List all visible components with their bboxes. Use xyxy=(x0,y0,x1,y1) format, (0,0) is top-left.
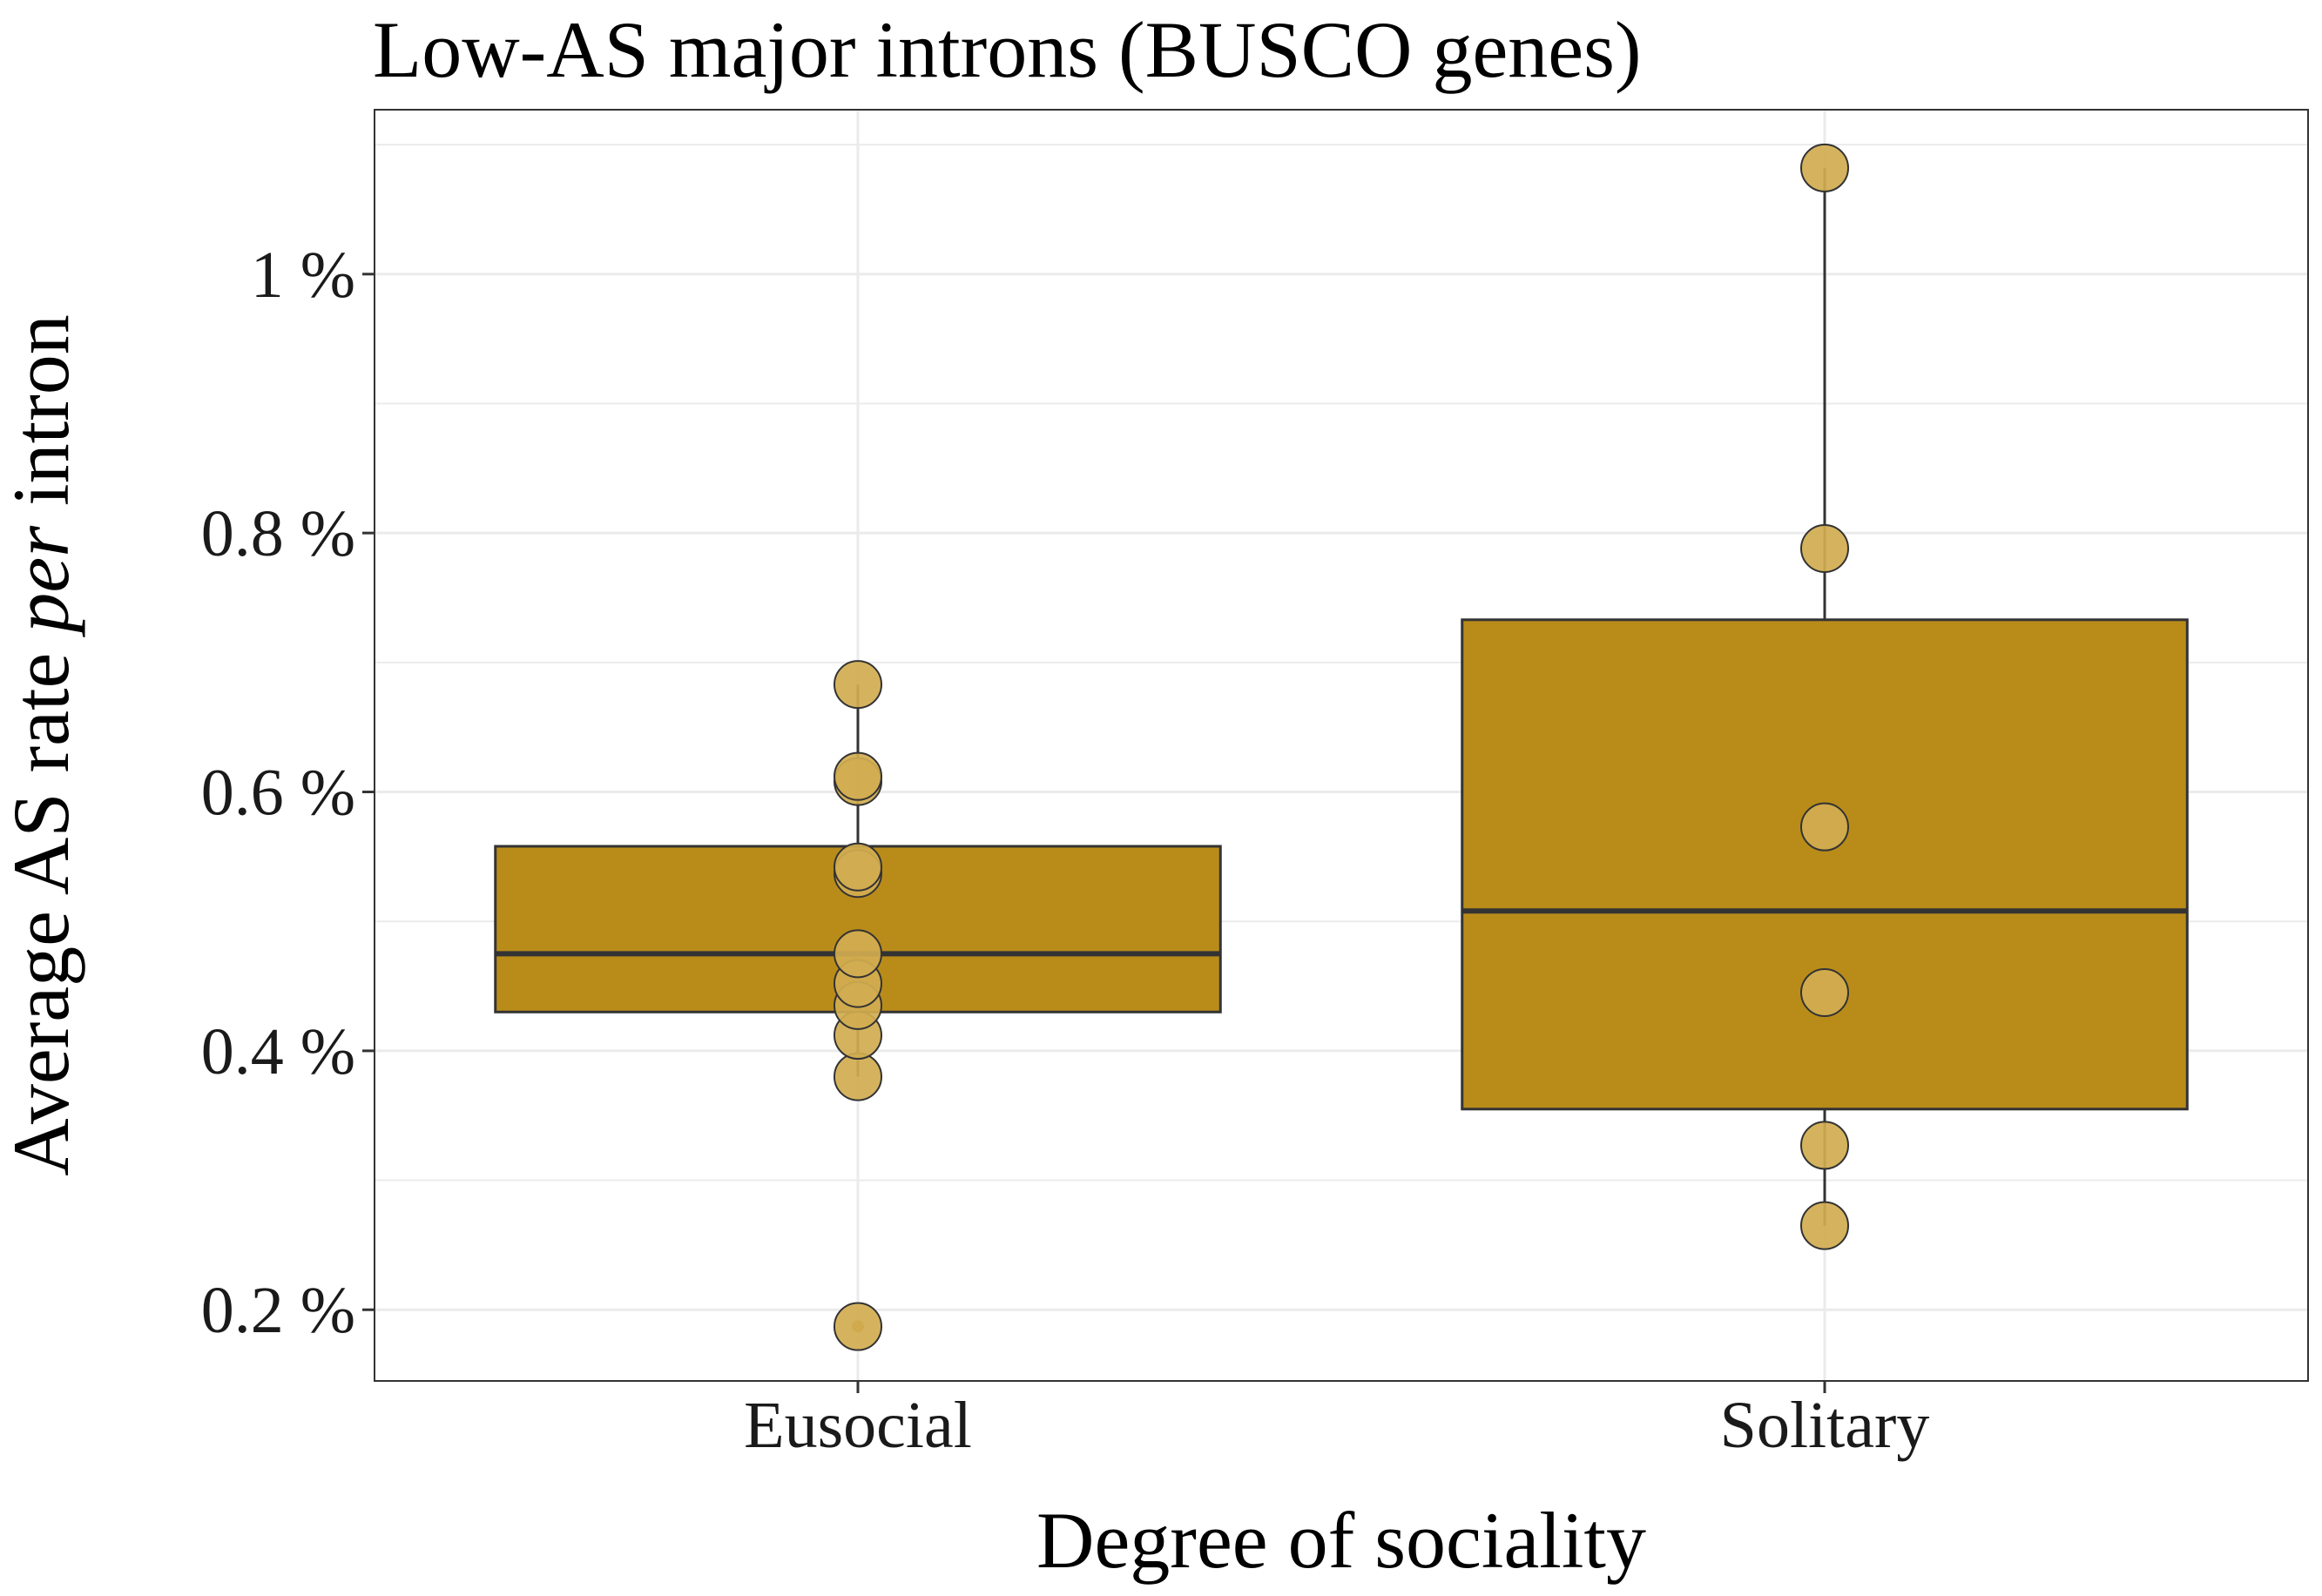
data-point-solitary xyxy=(1800,1201,1849,1250)
y-tick-label: 1 % xyxy=(251,239,355,312)
y-axis-title-part-1: Average AS rate xyxy=(0,633,85,1176)
y-axis-ticks: 0.2 % 0.4 % 0.6 % 0.8 % 1 % xyxy=(201,239,375,1347)
x-axis-title: Degree of sociality xyxy=(1036,1496,1646,1585)
box-solitary xyxy=(1461,167,2189,1226)
panel-border xyxy=(374,109,2309,1382)
data-point-eusocial xyxy=(834,842,882,892)
x-tick-label-eusocial: Eusocial xyxy=(744,1389,972,1462)
data-point-eusocial xyxy=(834,929,882,979)
y-tick-label: 0.6 % xyxy=(201,757,355,830)
x-tick-label-solitary: Solitary xyxy=(1720,1389,1930,1462)
data-point-eusocial xyxy=(834,1052,882,1101)
x-axis-ticks: Eusocial Solitary xyxy=(744,1381,1929,1462)
y-axis-title-part-2: per xyxy=(0,525,85,638)
chart-title: Low-AS major introns (BUSCO genes) xyxy=(373,5,1642,94)
y-axis-title: Average AS rate per intron xyxy=(0,314,85,1176)
y-tick-label: 0.2 % xyxy=(201,1274,355,1347)
data-point-solitary xyxy=(1800,1121,1849,1170)
data-point-eusocial xyxy=(834,751,882,801)
data-point-eusocial xyxy=(834,660,882,710)
box-iqr xyxy=(1461,618,2189,1111)
data-point-solitary xyxy=(1800,802,1849,852)
y-tick-label: 0.4 % xyxy=(201,1015,355,1088)
data-point-solitary xyxy=(1800,967,1849,1017)
data-point-solitary xyxy=(1800,143,1849,192)
y-tick-label: 0.8 % xyxy=(201,497,355,570)
y-axis-title-part-3: intron xyxy=(0,314,85,526)
data-point-solitary xyxy=(1800,524,1849,574)
point-layer xyxy=(834,143,1849,1351)
box-layer xyxy=(494,167,2189,1333)
data-point-eusocial xyxy=(834,1302,882,1351)
